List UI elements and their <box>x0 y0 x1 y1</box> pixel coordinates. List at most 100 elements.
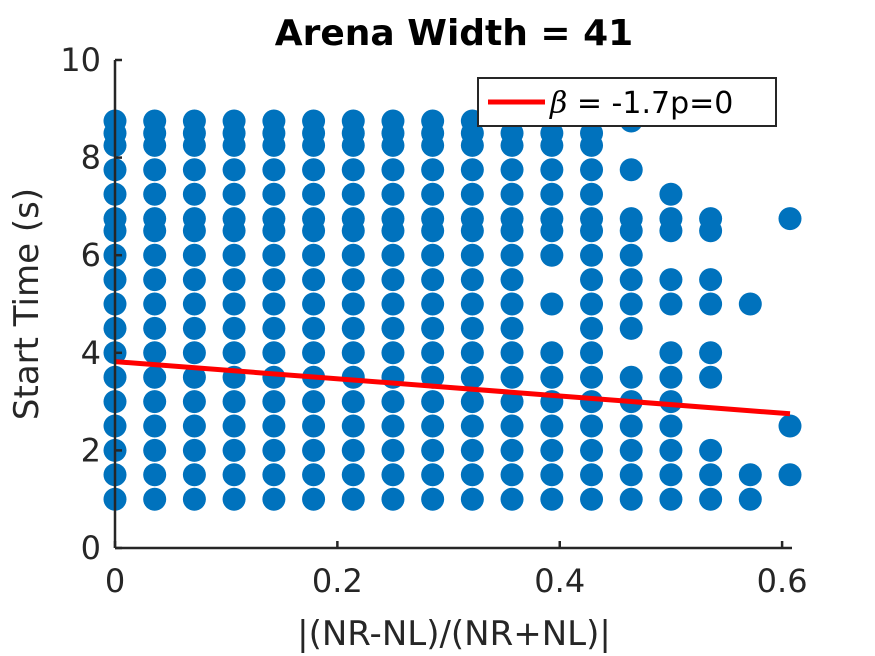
data-point-14-1 <box>659 463 683 487</box>
chart-title: Arena Width = 41 <box>275 13 633 54</box>
data-point-8-0 <box>421 487 445 511</box>
data-point-9-0 <box>460 487 484 511</box>
legend-label: β = -1.7p=0 <box>549 86 733 121</box>
data-point-9-6 <box>460 341 484 365</box>
data-point-5-13 <box>302 182 326 206</box>
data-point-1-8 <box>143 292 167 316</box>
data-point-3-4 <box>222 390 246 414</box>
x-tick-label-2: 0.4 <box>534 562 585 600</box>
data-point-5-8 <box>302 292 326 316</box>
data-point-4-9 <box>262 268 286 292</box>
data-point-10-3 <box>500 414 524 438</box>
data-point-2-4 <box>182 390 206 414</box>
x-tick-label-1: 0.2 <box>312 562 363 600</box>
data-point-16-2 <box>738 292 762 316</box>
data-point-3-6 <box>222 341 246 365</box>
data-point-15-3 <box>699 365 723 389</box>
data-point-11-6 <box>540 341 564 365</box>
data-point-2-1 <box>182 463 206 487</box>
data-point-12-3 <box>580 414 604 438</box>
data-point-5-2 <box>302 438 326 462</box>
data-point-15-2 <box>699 438 723 462</box>
data-point-10-7 <box>500 316 524 340</box>
data-point-10-8 <box>500 292 524 316</box>
x-tick-label-0: 0 <box>105 562 125 600</box>
legend: β = -1.7p=0 <box>477 77 777 127</box>
data-point-13-6 <box>619 316 643 340</box>
data-point-9-9 <box>460 268 484 292</box>
data-point-10-1 <box>500 463 524 487</box>
data-point-4-5 <box>262 365 286 389</box>
data-point-7-2 <box>381 438 405 462</box>
data-point-13-8 <box>619 268 643 292</box>
data-point-8-14 <box>421 158 445 182</box>
y-tick-label-5: 10 <box>60 41 101 79</box>
data-point-4-6 <box>262 341 286 365</box>
data-point-16-0 <box>738 487 762 511</box>
data-point-1-7 <box>143 316 167 340</box>
data-point-8-12 <box>421 207 445 231</box>
data-point-9-3 <box>460 414 484 438</box>
data-point-7-12 <box>381 207 405 231</box>
data-point-6-2 <box>341 438 365 462</box>
data-point-3-9 <box>222 268 246 292</box>
y-tick-label-1: 2 <box>81 431 101 469</box>
data-point-14-2 <box>659 438 683 462</box>
fit-line <box>114 359 791 417</box>
data-point-2-10 <box>182 243 206 267</box>
data-point-2-7 <box>182 316 206 340</box>
data-point-7-6 <box>381 341 405 365</box>
data-point-11-11 <box>540 182 564 206</box>
data-point-2-14 <box>182 158 206 182</box>
data-point-9-1 <box>460 463 484 487</box>
data-point-1-9 <box>143 268 167 292</box>
data-point-1-13 <box>143 182 167 206</box>
data-point-1-6 <box>143 341 167 365</box>
data-point-8-9 <box>421 268 445 292</box>
legend-text: = -1.7p=0 <box>567 86 733 121</box>
data-point-5-12 <box>302 207 326 231</box>
data-point-11-2 <box>540 438 564 462</box>
data-point-3-0 <box>222 487 246 511</box>
data-point-13-9 <box>619 243 643 267</box>
data-point-2-12 <box>182 207 206 231</box>
data-point-12-10 <box>580 243 604 267</box>
data-point-12-12 <box>580 207 604 231</box>
x-tick-label-3: 0.6 <box>757 562 808 600</box>
data-point-4-12 <box>262 207 286 231</box>
data-point-15-5 <box>699 292 723 316</box>
data-point-1-5 <box>143 365 167 389</box>
data-point-12-16 <box>580 121 604 145</box>
data-point-2-9 <box>182 268 206 292</box>
data-point-4-1 <box>262 463 286 487</box>
y-tick-label-0: 0 <box>81 529 101 567</box>
data-point-3-2 <box>222 438 246 462</box>
data-point-4-17 <box>262 109 286 133</box>
data-point-1-3 <box>143 414 167 438</box>
data-point-8-17 <box>421 109 445 133</box>
data-point-2-2 <box>182 438 206 462</box>
data-point-10-13 <box>500 182 524 206</box>
data-point-6-8 <box>341 292 365 316</box>
data-point-6-12 <box>341 207 365 231</box>
data-point-14-11 <box>659 182 683 206</box>
data-point-5-3 <box>302 414 326 438</box>
axis-ticks: 0 0.2 0.4 0.6 0 2 4 6 8 10 <box>60 41 807 600</box>
data-point-14-10 <box>659 207 683 231</box>
data-point-3-14 <box>222 158 246 182</box>
data-point-12-9 <box>580 268 604 292</box>
data-point-8-5 <box>421 365 445 389</box>
data-point-5-0 <box>302 487 326 511</box>
data-point-5-7 <box>302 316 326 340</box>
data-point-6-17 <box>341 109 365 133</box>
data-point-8-4 <box>421 390 445 414</box>
data-point-9-10 <box>460 243 484 267</box>
data-point-10-5 <box>500 365 524 389</box>
data-point-15-4 <box>699 341 723 365</box>
data-point-5-1 <box>302 463 326 487</box>
data-point-11-0 <box>540 487 564 511</box>
data-point-9-4 <box>460 390 484 414</box>
data-point-3-1 <box>222 463 246 487</box>
data-point-2-8 <box>182 292 206 316</box>
data-point-14-7 <box>659 292 683 316</box>
